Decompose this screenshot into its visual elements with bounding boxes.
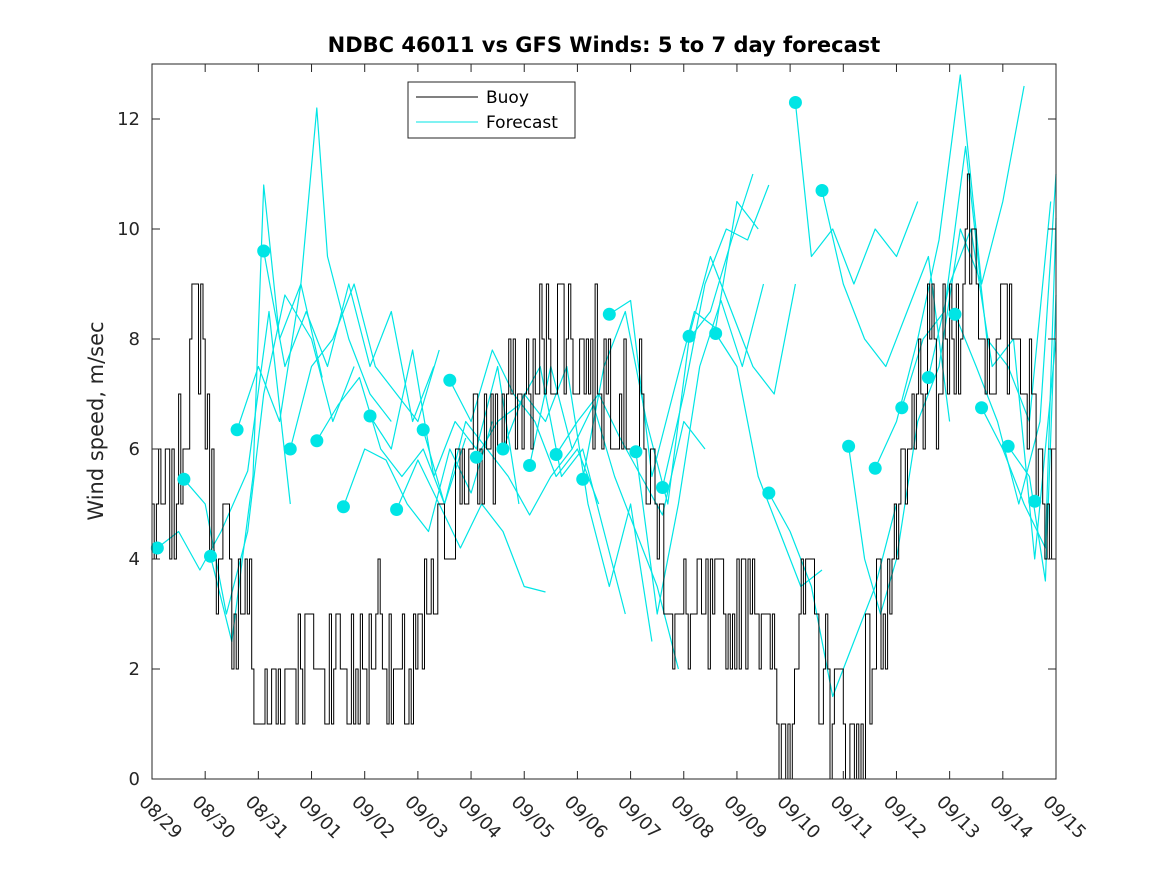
y-tick-label: 6 bbox=[129, 439, 140, 460]
y-axis: 0 2 4 6 8 10 12 bbox=[117, 109, 1056, 790]
axes-box bbox=[151, 63, 1057, 780]
chart-title: NDBC 46011 vs GFS Winds: 5 to 7 day fore… bbox=[328, 33, 881, 57]
forecast-line bbox=[821, 190, 951, 422]
forecast-dot bbox=[895, 401, 909, 415]
forecast-line bbox=[635, 283, 765, 615]
forecast-markers bbox=[150, 96, 1042, 563]
forecast-dot bbox=[842, 439, 856, 453]
forecast-dot bbox=[655, 481, 669, 494]
forecast-dot bbox=[602, 307, 616, 321]
y-tick-label: 10 bbox=[117, 219, 140, 240]
forecast-dot bbox=[921, 371, 935, 384]
forecast-line bbox=[396, 459, 546, 593]
forecast-line bbox=[422, 420, 573, 516]
y-tick-label: 2 bbox=[129, 659, 140, 680]
forecast-dot bbox=[177, 472, 191, 486]
forecast-dot bbox=[868, 461, 882, 475]
forecast-dot bbox=[1028, 494, 1042, 508]
buoy-series bbox=[152, 173, 1056, 780]
forecast-dot bbox=[788, 96, 802, 109]
y-tick-label: 8 bbox=[129, 329, 140, 350]
forecast-line bbox=[608, 200, 759, 478]
forecast-dot bbox=[496, 442, 510, 456]
forecast-dot bbox=[416, 423, 430, 437]
forecast-line bbox=[369, 349, 520, 505]
buoy-line bbox=[152, 173, 1056, 780]
forecast-line bbox=[475, 365, 626, 615]
forecast-dot bbox=[1001, 439, 1015, 453]
forecast-line bbox=[555, 393, 706, 516]
forecast-dot bbox=[310, 434, 324, 448]
forecast-dot bbox=[815, 184, 829, 197]
forecast-dot bbox=[336, 500, 350, 514]
forecast-dot bbox=[203, 549, 217, 563]
forecast-line bbox=[794, 102, 919, 285]
forecast-line bbox=[688, 255, 796, 395]
forecast-line bbox=[156, 310, 291, 571]
y-axis-label: Wind speed, m/sec bbox=[84, 321, 108, 520]
forecast-line bbox=[715, 333, 823, 588]
forecast-dot bbox=[709, 327, 723, 340]
forecast-dot bbox=[576, 472, 590, 486]
forecast-line bbox=[289, 283, 440, 450]
y-tick-label: 0 bbox=[129, 769, 140, 790]
forecast-line bbox=[981, 217, 1057, 549]
forecast-dot bbox=[948, 307, 962, 321]
forecast-dot bbox=[443, 373, 457, 387]
forecast-dot bbox=[390, 503, 404, 516]
forecast-dot bbox=[257, 244, 271, 258]
legend-forecast-label: Forecast bbox=[486, 113, 558, 133]
forecast-line bbox=[342, 421, 493, 533]
forecast-dot bbox=[230, 423, 244, 437]
forecast-line bbox=[502, 365, 653, 642]
legend-box bbox=[407, 81, 576, 139]
legend: Buoy Forecast bbox=[407, 81, 576, 139]
forecast-dot bbox=[363, 409, 377, 423]
forecast-dot bbox=[629, 445, 643, 459]
forecast-dot bbox=[283, 442, 297, 456]
forecast-dot bbox=[682, 329, 696, 343]
forecast-dot bbox=[523, 459, 537, 472]
forecast-line bbox=[316, 376, 467, 505]
forecast-line bbox=[1007, 294, 1057, 582]
y-tick-label: 12 bbox=[117, 109, 140, 130]
legend-buoy-label: Buoy bbox=[486, 88, 529, 108]
forecast-dot bbox=[762, 486, 776, 500]
forecast-dot bbox=[549, 448, 563, 461]
forecast-dot bbox=[150, 541, 164, 555]
forecast-dot bbox=[975, 401, 989, 415]
forecast-dot bbox=[469, 450, 483, 464]
forecast-line bbox=[661, 184, 770, 488]
forecast-line bbox=[768, 492, 898, 698]
forecast-line bbox=[236, 107, 392, 430]
y-tick-label: 4 bbox=[129, 549, 140, 570]
